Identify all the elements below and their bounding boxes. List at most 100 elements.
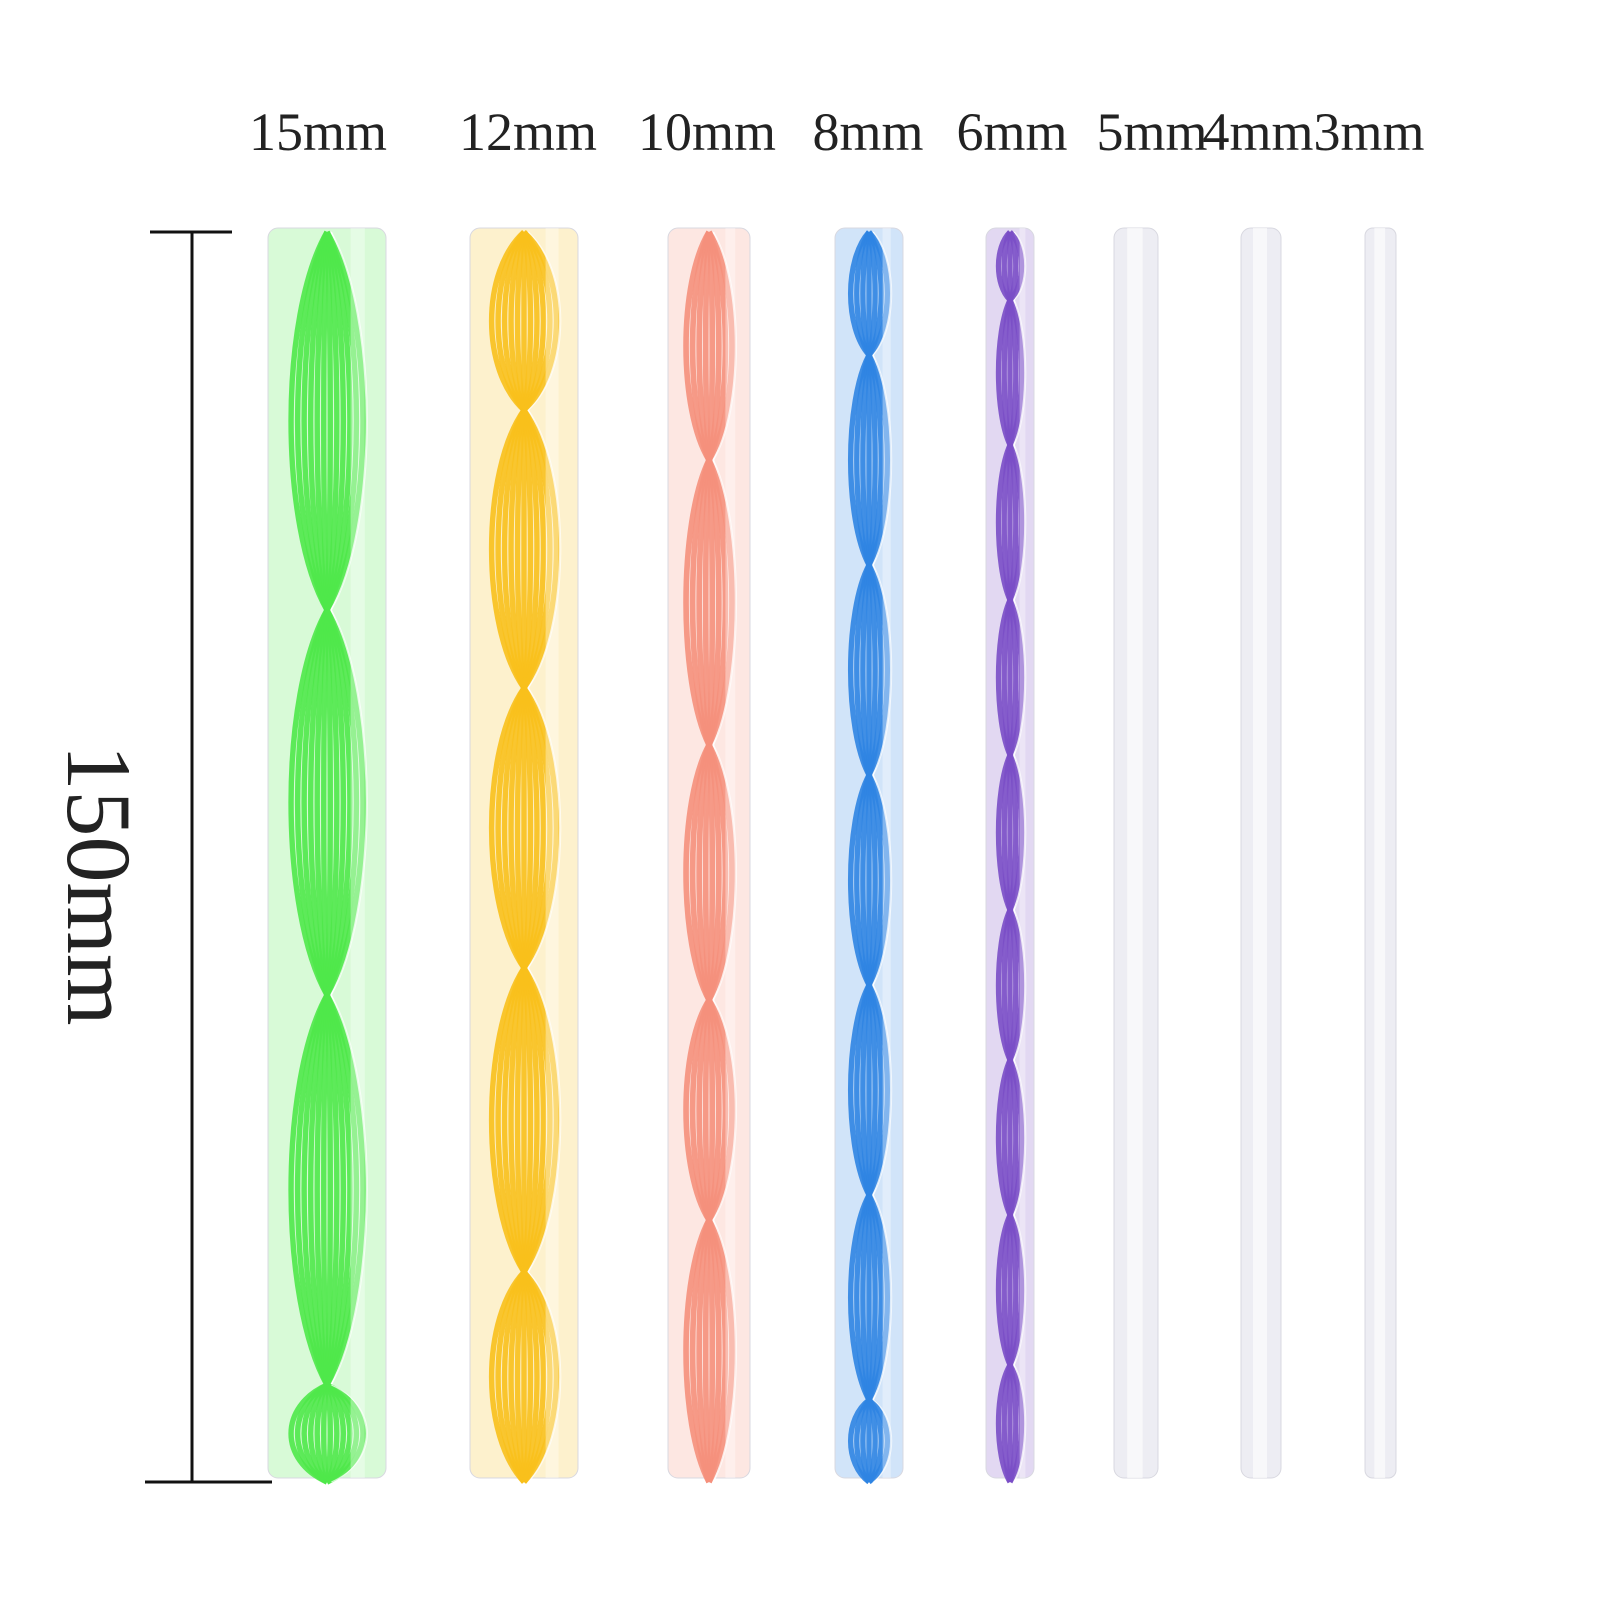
rod-stripe: [307, 609, 330, 996]
rod-highlight: [1013, 1059, 1027, 1216]
rod-stripe: [706, 458, 735, 747]
rod-highlight: [1013, 444, 1027, 601]
rod-stripe: [324, 230, 360, 612]
rod-highlight: [1013, 299, 1027, 446]
rod-stripe: [288, 993, 330, 1387]
diameter-label: 15mm: [249, 102, 387, 162]
rod: [1364, 227, 1397, 1479]
length-label: 150mm: [48, 744, 150, 1025]
rod-stripe: [314, 231, 330, 611]
rod-stripe: [324, 609, 333, 996]
rod-stripe: [1007, 1058, 1025, 1217]
rod-stripe: [307, 231, 330, 611]
rod-stripe: [866, 230, 891, 357]
rod-stripe: [521, 967, 534, 1273]
rod-stripe: [324, 609, 353, 996]
rod-stripe: [314, 609, 330, 996]
rod: [1240, 227, 1282, 1479]
rod-stripe: [866, 983, 890, 1197]
rod-stripe: [294, 608, 330, 997]
rod-stripe: [508, 409, 527, 689]
rod-stripe: [521, 408, 553, 690]
rod-stripe: [706, 744, 722, 1001]
rod-highlight: [872, 774, 893, 986]
rod-gloss: [545, 228, 559, 1478]
rods: [267, 227, 1397, 1485]
rod-stripe: [706, 230, 735, 462]
rod-highlight: [528, 409, 562, 689]
rod-highlight: [872, 564, 893, 776]
rod-highlight: [528, 1271, 562, 1483]
rod: [834, 227, 904, 1485]
rod-stripe: [706, 743, 729, 1002]
rod-stripe: [301, 609, 330, 996]
rod-stripe: [324, 608, 360, 997]
rod-stripe: [706, 1219, 716, 1483]
rod-highlight: [873, 1399, 893, 1483]
rod-stripe: [521, 966, 560, 1274]
rod-stripe: [521, 967, 547, 1273]
diameter-label: 8mm: [812, 102, 923, 162]
rod-stripe: [325, 1382, 366, 1485]
rod: [469, 227, 579, 1484]
rod-stripe: [495, 966, 527, 1274]
rod-stripe: [521, 1271, 534, 1483]
rod-stripe: [706, 1218, 735, 1484]
rod-stripe: [1007, 753, 1025, 912]
rod-stripe: [866, 773, 890, 987]
rod-highlight: [1013, 909, 1027, 1061]
rod-gloss: [1374, 228, 1386, 1478]
rod-highlight: [528, 687, 562, 969]
rod-stripe: [706, 1219, 729, 1483]
rod-stripe: [324, 609, 340, 996]
rod-highlight: [330, 609, 368, 996]
rod-stripe: [324, 231, 333, 611]
rod-highlight: [527, 967, 562, 1273]
rod-stripe: [324, 994, 347, 1386]
rod-stripe: [294, 230, 330, 612]
rod-stripe: [521, 967, 540, 1273]
diameter-label: 5mm: [1096, 102, 1207, 162]
rod: [267, 227, 387, 1485]
rod-highlight: [331, 1384, 368, 1483]
diameter-label: 12mm: [459, 102, 597, 162]
rod-highlight: [713, 231, 738, 461]
rod-gloss: [1253, 228, 1267, 1478]
rod-stripe: [1007, 298, 1025, 447]
rod-stripe: [866, 563, 890, 777]
rod-stripe: [702, 999, 712, 1221]
rod-stripe: [314, 994, 330, 1386]
rod-stripe: [1007, 908, 1025, 1062]
rod-stripe: [1007, 1363, 1025, 1484]
rod-highlight: [872, 1194, 893, 1401]
rod-stripe: [867, 1397, 890, 1485]
rod-stripe: [522, 1270, 560, 1484]
rod-stripe: [321, 231, 330, 611]
rod-stripe: [706, 459, 729, 746]
rod-stripe: [706, 743, 735, 1002]
rod-stripe: [508, 967, 527, 1273]
rod-stripe: [706, 459, 716, 746]
rod-stripe: [324, 230, 366, 612]
rod-stripe: [521, 409, 534, 689]
rod-stripe: [521, 686, 560, 970]
rod-stripe: [324, 608, 366, 997]
rod-gloss: [882, 228, 891, 1478]
rod-stripe: [514, 1271, 527, 1483]
diameter-label: 4mm: [1202, 102, 1313, 162]
rod-stripe: [324, 994, 340, 1386]
rod-highlight: [330, 994, 368, 1386]
rod-stripe: [495, 686, 527, 970]
rod-stripe: [501, 967, 527, 1273]
rod-stripe: [324, 994, 333, 1386]
rod-stripe: [324, 993, 366, 1387]
rod-stripe: [1007, 598, 1025, 757]
rod-stripe: [706, 231, 716, 461]
rod-stripe: [706, 999, 716, 1221]
rod-stripe: [288, 608, 330, 997]
rod-stripe: [696, 744, 712, 1001]
